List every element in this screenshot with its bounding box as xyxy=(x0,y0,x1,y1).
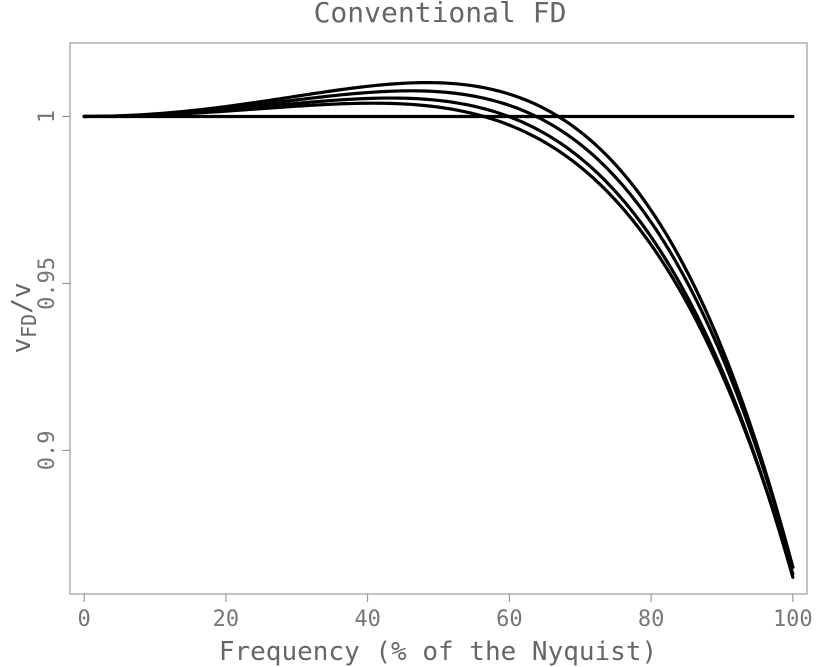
x-tick-label: 20 xyxy=(213,607,240,632)
y-tick-label: 0.95 xyxy=(35,257,60,310)
y-axis-label-tail: /v xyxy=(7,282,37,313)
x-tick-label: 100 xyxy=(773,607,813,632)
plot-frame xyxy=(69,42,808,595)
x-axis-label: Frequency (% of the Nyquist) xyxy=(219,637,657,667)
y-axis-label: vFD/v xyxy=(7,282,41,353)
series-line-5 xyxy=(82,81,795,569)
y-axis-ticks: 0.9 0.95 1 xyxy=(35,110,70,470)
y-axis-label-sub: FD xyxy=(17,314,41,338)
y-tick-label: 0.9 xyxy=(35,431,60,471)
x-tick-label: 0 xyxy=(78,607,91,632)
x-tick-label: 40 xyxy=(354,607,381,632)
x-tick-label: 80 xyxy=(638,607,665,632)
series-group xyxy=(82,81,795,579)
x-tick-label: 60 xyxy=(496,607,523,632)
x-axis-ticks: 0 20 40 60 80 100 xyxy=(78,594,813,632)
chart-title: Conventional FD xyxy=(314,0,567,29)
y-axis-label-main: v xyxy=(7,338,37,354)
series-line-3 xyxy=(82,96,795,579)
series-line-2 xyxy=(82,101,795,576)
svg-text:vFD/v: vFD/v xyxy=(7,282,41,353)
y-tick-label: 1 xyxy=(35,110,60,123)
series-line-4 xyxy=(82,89,795,569)
